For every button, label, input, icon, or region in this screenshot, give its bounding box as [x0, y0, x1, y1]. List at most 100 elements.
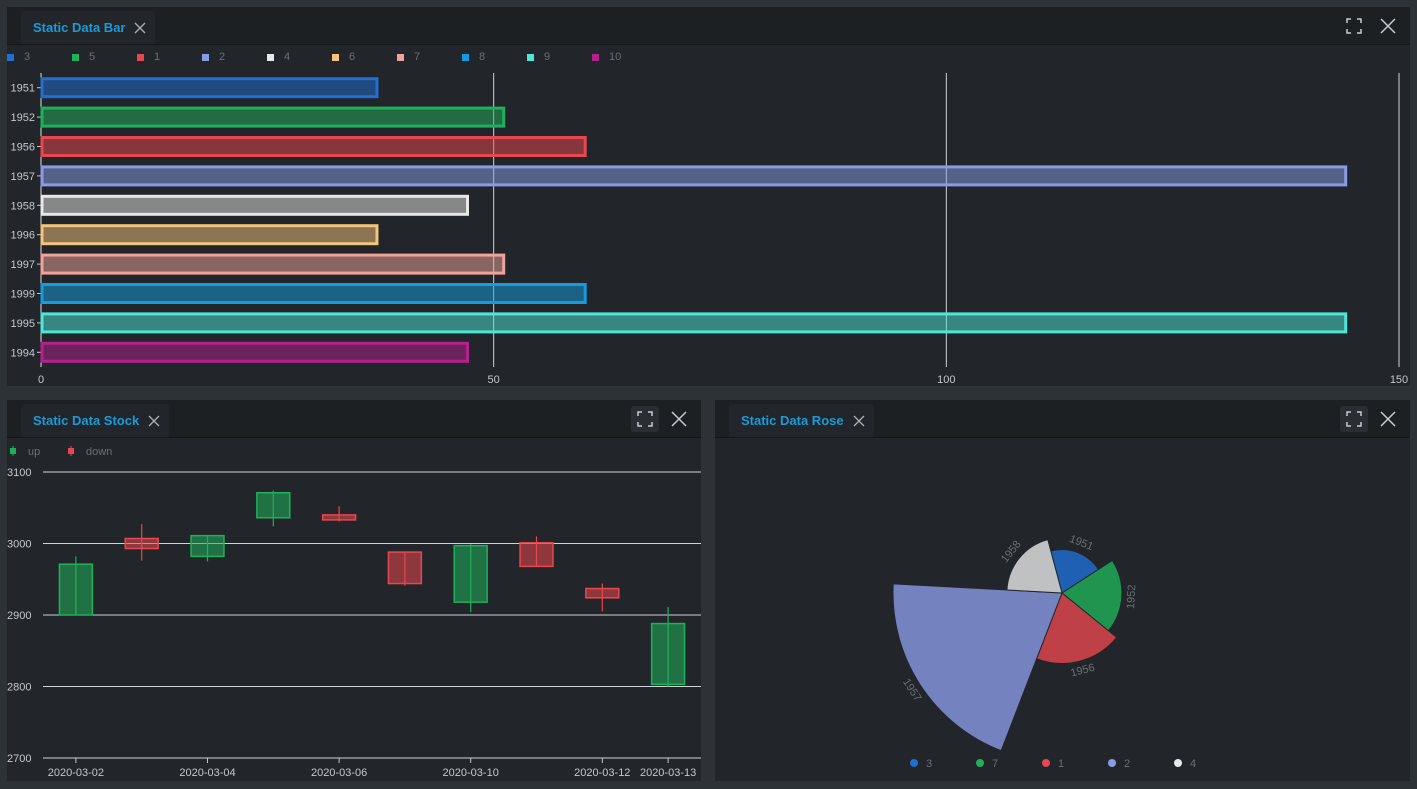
- candle[interactable]: [519, 536, 554, 568]
- close-icon: [1380, 411, 1396, 427]
- candle-body: [387, 551, 423, 585]
- legend-label: down: [86, 446, 112, 458]
- legend-item[interactable]: 5: [72, 51, 95, 63]
- bar[interactable]: [40, 106, 506, 128]
- rose-slice[interactable]: [1061, 559, 1123, 632]
- legend-item[interactable]: 1: [137, 51, 160, 63]
- close-icon[interactable]: [147, 414, 161, 428]
- legend-label: 3: [926, 758, 932, 770]
- rose-slice[interactable]: [1036, 592, 1118, 664]
- x-tick-label: 2020-03-06: [311, 767, 367, 779]
- y-tick-label: 3000: [7, 539, 31, 551]
- candle[interactable]: [650, 607, 686, 687]
- legend-swatch: [592, 53, 599, 61]
- x-tick-label: 50: [488, 374, 500, 386]
- legend-item[interactable]: 3: [910, 758, 932, 770]
- candle[interactable]: [585, 583, 620, 612]
- legend-item[interactable]: 4: [1174, 758, 1196, 770]
- maximize-button[interactable]: [631, 406, 659, 432]
- legend-item[interactable]: up: [10, 446, 40, 458]
- bar-panel: Static Data Bar 3 5 1 2 4 6 7 8 9 10 0 50 100 150 195…: [7, 7, 1410, 386]
- legend-item[interactable]: 6: [332, 51, 355, 63]
- candle-body: [124, 537, 159, 550]
- legend-item[interactable]: 3: [7, 51, 30, 63]
- y-tick-label: 2900: [7, 610, 31, 622]
- legend-item[interactable]: 4: [267, 51, 290, 63]
- legend-swatch: [267, 53, 274, 61]
- close-panel-button[interactable]: [1374, 406, 1402, 432]
- y-tick-label: 1996: [11, 230, 35, 242]
- legend-item[interactable]: 9: [527, 51, 550, 63]
- legend-item[interactable]: 10: [592, 51, 621, 63]
- bar[interactable]: [40, 341, 470, 363]
- legend-swatch: [10, 448, 16, 454]
- bar[interactable]: [40, 224, 379, 246]
- maximize-button[interactable]: [1340, 406, 1368, 432]
- bar[interactable]: [40, 77, 379, 99]
- legend-item[interactable]: 7: [397, 51, 420, 63]
- candle[interactable]: [256, 490, 291, 527]
- close-icon[interactable]: [133, 21, 147, 35]
- maximize-icon: [1346, 18, 1362, 34]
- bar[interactable]: [40, 253, 506, 275]
- bar[interactable]: [40, 283, 587, 304]
- tab-static-data-rose[interactable]: Static Data Rose: [729, 404, 874, 437]
- slice-label: 1956: [1069, 662, 1096, 680]
- legend-label: 10: [609, 51, 622, 63]
- bar[interactable]: [40, 165, 1348, 187]
- maximize-button[interactable]: [1340, 13, 1368, 39]
- candle-body: [256, 491, 291, 519]
- legend-item[interactable]: down: [68, 446, 112, 458]
- close-icon: [1380, 18, 1396, 34]
- y-tick-label: 1951: [11, 83, 35, 95]
- rose-slice[interactable]: [1050, 549, 1100, 594]
- legend-item[interactable]: 2: [202, 51, 225, 63]
- candle-body: [453, 544, 488, 603]
- candle[interactable]: [58, 556, 94, 616]
- y-tick-label: 3100: [7, 467, 31, 479]
- legend-swatch: [1108, 759, 1116, 767]
- legend-swatch: [68, 448, 74, 454]
- bar[interactable]: [40, 136, 587, 157]
- bar[interactable]: [40, 194, 470, 216]
- candle[interactable]: [321, 506, 357, 522]
- y-tick-label: 1997: [11, 259, 35, 271]
- legend-swatch: [1174, 759, 1182, 767]
- close-icon: [671, 411, 687, 427]
- slice-label: 1952: [1125, 584, 1138, 609]
- candle[interactable]: [387, 551, 423, 586]
- legend-item[interactable]: 8: [462, 51, 485, 63]
- legend-swatch: [202, 53, 209, 61]
- maximize-icon: [637, 411, 653, 427]
- candle[interactable]: [453, 544, 488, 613]
- rose-panel-title: Static Data Rose: [741, 413, 844, 428]
- legend-swatch: [910, 759, 918, 767]
- rose-slice[interactable]: [892, 583, 1063, 752]
- close-icon[interactable]: [852, 414, 866, 428]
- legend-item[interactable]: 2: [1108, 758, 1130, 770]
- close-panel-button[interactable]: [1374, 13, 1402, 39]
- bar[interactable]: [40, 312, 1348, 334]
- legend-label: 9: [544, 51, 551, 63]
- candle-body: [519, 542, 554, 568]
- candle-body: [585, 587, 620, 599]
- y-tick-label: 1958: [11, 200, 35, 212]
- legend-label: 1: [1058, 758, 1064, 770]
- legend-label: 5: [89, 51, 96, 63]
- tab-static-data-stock[interactable]: Static Data Stock: [21, 404, 170, 437]
- y-tick-label: 2700: [7, 753, 31, 765]
- close-panel-button[interactable]: [665, 406, 693, 432]
- legend-item[interactable]: 1: [1042, 758, 1064, 770]
- legend-label: up: [28, 446, 40, 458]
- x-tick-label: 2020-03-13: [640, 767, 696, 779]
- legend-swatch: [72, 53, 79, 61]
- candle[interactable]: [124, 524, 159, 561]
- rose-slice[interactable]: [1006, 539, 1063, 594]
- tab-static-data-bar[interactable]: Static Data Bar: [21, 11, 156, 44]
- candle[interactable]: [190, 534, 225, 562]
- legend-label: 8: [479, 51, 486, 63]
- bar-panel-title: Static Data Bar: [33, 20, 126, 35]
- rose-panel-header: Static Data Rose: [715, 400, 1410, 438]
- candle-body: [321, 514, 357, 521]
- legend-item[interactable]: 7: [976, 758, 998, 770]
